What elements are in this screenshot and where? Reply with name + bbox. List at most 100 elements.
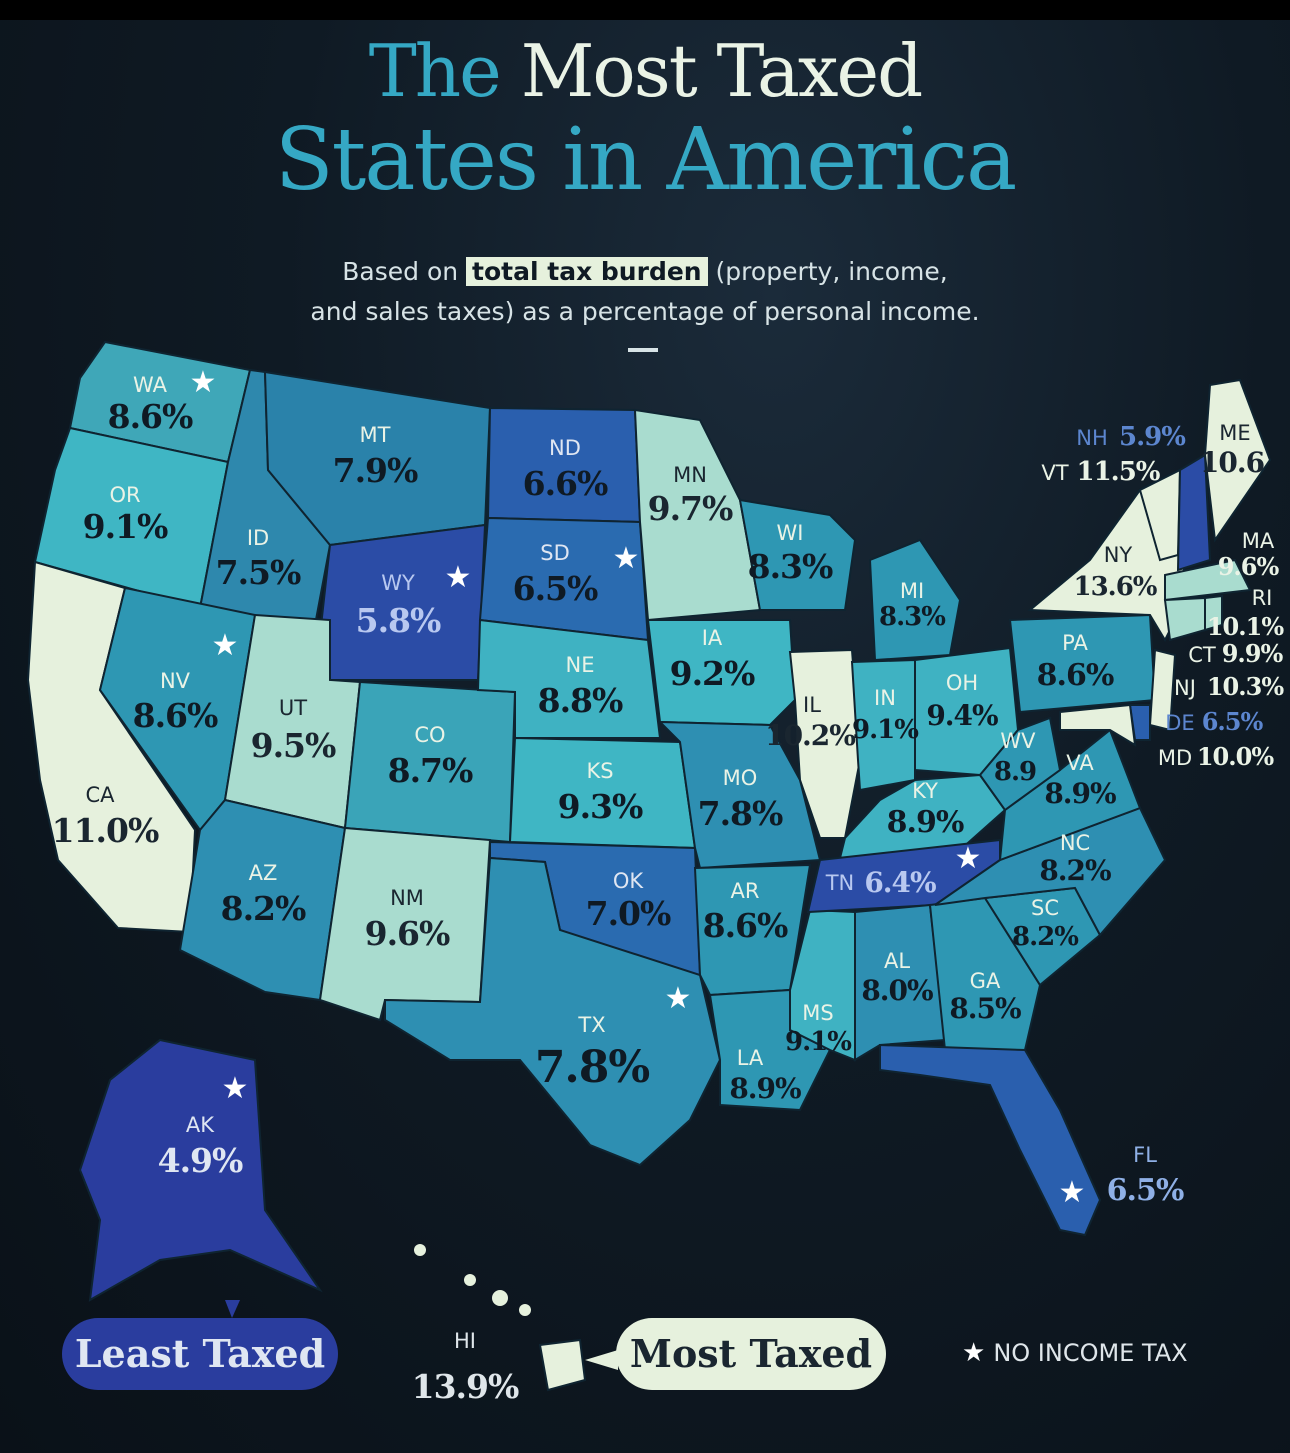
label-KS: KS [586, 759, 613, 783]
label-MI: MI [900, 579, 924, 603]
value-DE: 6.5% [1202, 707, 1264, 736]
value-MN: 9.7% [648, 489, 733, 528]
value-NC: 8.2% [1039, 854, 1111, 887]
state-MI[interactable] [868, 538, 962, 662]
label-MD: MD [1158, 746, 1192, 770]
state-MO[interactable] [657, 720, 822, 870]
state-AK[interactable] [78, 1038, 323, 1302]
subtitle: Based on total tax burden (property, inc… [0, 252, 1290, 332]
most-taxed-pointer [585, 1350, 618, 1370]
label-NJ: NJ [1174, 676, 1196, 700]
subtitle-highlight: total tax burden [466, 257, 708, 286]
label-NE: NE [566, 653, 595, 677]
value-WV: 8.9 [994, 757, 1036, 787]
title-most-taxed: Most Taxed [520, 29, 924, 113]
value-NJ: 10.3% [1207, 672, 1284, 701]
divider-dash [628, 348, 658, 352]
label-NC: NC [1060, 831, 1090, 855]
value-RI: 10.1% [1207, 612, 1284, 641]
label-WY: WY [381, 571, 415, 595]
label-ND: ND [549, 436, 581, 460]
value-GA: 8.5% [949, 992, 1021, 1025]
state-RI[interactable] [1204, 594, 1223, 632]
value-AL: 8.0% [861, 974, 933, 1007]
label-KY: KY [912, 779, 938, 803]
star-icon-TN: ★ [955, 841, 982, 876]
subtitle-after: (property, income, [715, 257, 948, 286]
no-income-tax-legend: ★ NO INCOME TAX [962, 1338, 1188, 1368]
value-VT: 11.5% [1076, 457, 1160, 487]
state-AL[interactable] [854, 903, 947, 1062]
value-LA: 8.9% [729, 1072, 801, 1105]
value-MI: 8.3% [879, 602, 946, 632]
star-icon-AK: ★ [222, 1071, 249, 1106]
value-MA: 9.6% [1218, 552, 1280, 581]
title-the: The [368, 29, 502, 113]
value-AR: 8.6% [703, 906, 788, 945]
label-GA: GA [970, 969, 1001, 993]
state-NC[interactable] [934, 806, 1167, 937]
value-IN: 9.1% [852, 715, 919, 745]
value-MO: 7.8% [698, 794, 783, 833]
star-icon-NV: ★ [212, 628, 239, 663]
value-MD: 10.0% [1197, 742, 1274, 771]
state-IN[interactable] [850, 658, 916, 792]
state-TX[interactable] [384, 856, 722, 1167]
value-IL: 10.2% [765, 719, 855, 752]
label-NV: NV [160, 669, 191, 693]
label-SC: SC [1031, 896, 1059, 920]
label-CT: CT [1188, 643, 1216, 667]
label-CA: CA [85, 783, 115, 807]
value-SC: 8.2% [1012, 922, 1079, 952]
label-HI: HI [454, 1329, 476, 1353]
state-IA[interactable] [646, 619, 797, 727]
value-KS: 9.3% [558, 787, 643, 826]
label-OK: OK [613, 869, 645, 893]
label-MN: MN [673, 463, 707, 487]
label-OH: OH [946, 671, 978, 695]
label-AK: AK [186, 1113, 215, 1137]
top-bar [0, 0, 1290, 20]
label-WI: WI [777, 521, 804, 545]
label-NY: NY [1104, 543, 1133, 567]
label-MS: MS [802, 1001, 833, 1025]
least-taxed-legend: Least Taxed [62, 1318, 338, 1390]
label-MT: MT [360, 423, 391, 447]
label-AZ: AZ [249, 861, 278, 885]
state-MA[interactable] [1164, 558, 1252, 602]
state-NJ[interactable] [1148, 648, 1177, 732]
value-HI: 13.9% [412, 1367, 519, 1406]
value-NM: 9.6% [365, 914, 450, 953]
star-icon-FL: ★ [1059, 1175, 1086, 1210]
no-income-tax-label: NO INCOME TAX [993, 1339, 1188, 1367]
label-PA: PA [1062, 631, 1088, 655]
label-CO: CO [414, 723, 445, 747]
star-icon-WY: ★ [445, 560, 472, 595]
value-MT: 7.9% [333, 451, 418, 490]
state-HI[interactable] [538, 1338, 587, 1392]
state-NH[interactable] [1176, 453, 1212, 572]
state-CT[interactable] [1163, 596, 1206, 642]
value-NV: 8.6% [133, 696, 218, 735]
state-ME[interactable] [1203, 378, 1272, 543]
label-WA: WA [133, 373, 168, 397]
state-WV[interactable] [978, 716, 1062, 812]
label-FL: FL [1133, 1143, 1157, 1167]
state-WI[interactable] [738, 498, 857, 611]
label-IL: IL [803, 693, 821, 717]
label-TX: TX [577, 1013, 605, 1037]
value-SD: 6.5% [513, 569, 598, 608]
label-VT: VT [1041, 461, 1068, 485]
value-UT: 9.5% [251, 726, 336, 765]
label-UT: UT [279, 696, 307, 720]
value-KY: 8.9% [887, 805, 964, 840]
value-TX: 7.8% [535, 1042, 650, 1093]
state-FL[interactable] [879, 1043, 1102, 1237]
value-ND: 6.6% [523, 464, 608, 503]
value-NY: 13.6% [1073, 572, 1157, 602]
state-MD[interactable] [1059, 703, 1137, 747]
label-AR: AR [731, 879, 760, 903]
label-ID: ID [247, 526, 269, 550]
value-CT: 9.9% [1222, 639, 1284, 668]
star-icon-WA: ★ [190, 365, 217, 400]
